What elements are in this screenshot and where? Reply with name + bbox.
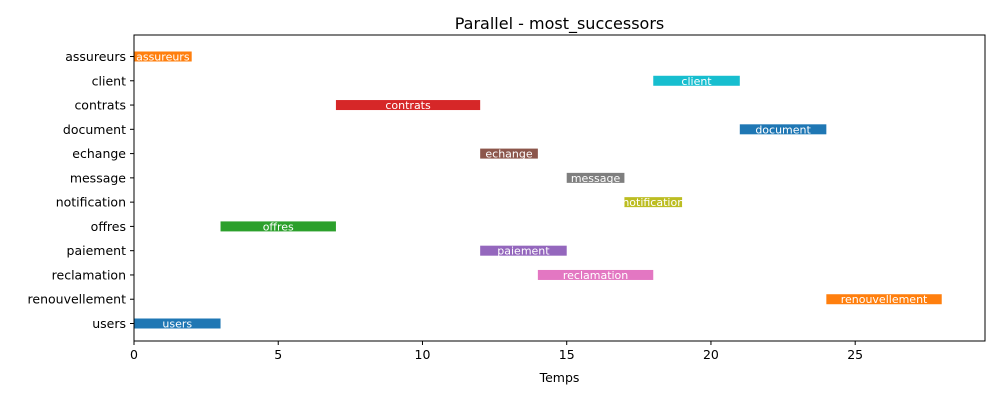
y-tick-label-message: message	[70, 170, 126, 185]
x-axis-label: Temps	[539, 370, 580, 385]
bar-labels-group: assureurs client contrats document echange me…	[136, 51, 928, 331]
bar-label-offres: offres	[263, 220, 294, 233]
y-tick-label-notification: notification	[56, 195, 126, 210]
y-tick-label-paiement: paiement	[67, 243, 127, 258]
bar-label-message: message	[571, 172, 621, 185]
bars-group	[134, 51, 942, 329]
bar-assureurs	[134, 51, 192, 62]
chart-title: Parallel - most_successors	[455, 14, 665, 34]
bar-label-document: document	[755, 123, 811, 136]
y-tick-label-users: users	[92, 316, 126, 331]
bar-renouvellement	[826, 294, 942, 305]
bar-echange	[480, 148, 538, 159]
x-tick-label: 10	[415, 347, 431, 362]
bar-label-users: users	[162, 318, 192, 331]
y-tick-label-document: document	[63, 122, 126, 137]
bar-label-assureurs: assureurs	[136, 51, 190, 64]
bar-paiement	[480, 245, 567, 256]
x-tick-label: 15	[559, 347, 575, 362]
y-tick-label-offres: offres	[91, 219, 126, 234]
bar-label-echange: echange	[485, 148, 532, 161]
x-tick-label: 25	[847, 347, 863, 362]
y-tick-label-contrats: contrats	[74, 98, 126, 113]
bar-label-reclamation: reclamation	[563, 269, 628, 282]
y-tick-label-renouvellement: renouvellement	[28, 292, 127, 307]
x-tick-label: 5	[274, 347, 282, 362]
y-tick-label-echange: echange	[72, 146, 126, 161]
bar-document	[739, 124, 827, 135]
x-tick-label: 0	[130, 347, 138, 362]
bar-reclamation	[537, 269, 654, 280]
y-axis: assureurs client contrats document echange me…	[28, 49, 134, 331]
bar-users	[134, 318, 221, 329]
bar-contrats	[335, 100, 481, 111]
y-tick-label-client: client	[92, 73, 126, 88]
x-axis: 0 5 10 15 20 25	[130, 341, 863, 362]
y-tick-label-assureurs: assureurs	[65, 49, 126, 64]
y-tick-label-reclamation: reclamation	[52, 267, 126, 282]
plot-frame	[133, 34, 986, 342]
bar-label-renouvellement: renouvellement	[841, 293, 928, 306]
bar-label-paiement: paiement	[497, 245, 550, 258]
bar-label-client: client	[681, 75, 712, 88]
x-tick-label: 20	[703, 347, 719, 362]
bar-offres	[220, 221, 336, 232]
bar-label-contrats: contrats	[385, 99, 431, 112]
bar-label-notification: notification	[622, 196, 684, 209]
bar-notification	[624, 197, 683, 208]
bar-message	[566, 172, 625, 183]
bar-client	[653, 75, 740, 86]
